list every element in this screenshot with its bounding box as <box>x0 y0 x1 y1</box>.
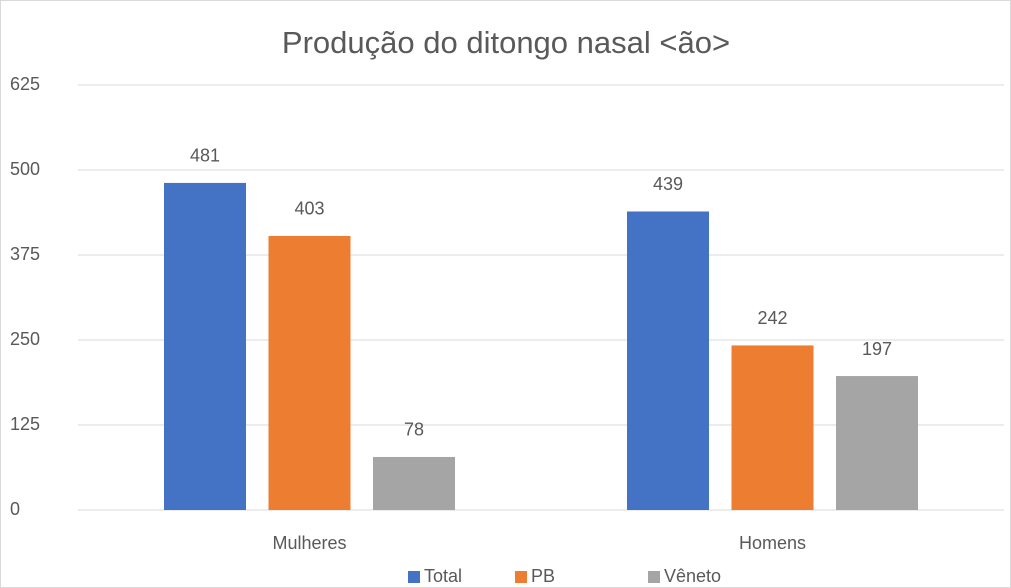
y-tick-label: 0 <box>10 499 20 519</box>
legend-label: Vêneto <box>664 566 721 586</box>
legend-label: PB <box>531 566 555 586</box>
bar <box>731 345 814 510</box>
data-label: 197 <box>862 339 892 359</box>
data-label: 403 <box>294 199 324 219</box>
data-label: 439 <box>653 174 683 194</box>
y-tick-label: 625 <box>10 74 40 94</box>
x-tick-label: Mulheres <box>272 533 346 553</box>
data-label: 481 <box>190 146 220 166</box>
data-label: 242 <box>757 308 787 328</box>
bar <box>268 235 351 510</box>
bar <box>164 182 246 511</box>
bar <box>373 456 455 510</box>
legend-swatch <box>515 571 527 583</box>
data-label: 78 <box>404 420 424 440</box>
y-tick-label: 375 <box>10 244 40 264</box>
y-tick-label: 125 <box>10 414 40 434</box>
legend-label: Total <box>424 566 462 586</box>
bar <box>627 211 709 511</box>
y-tick-label: 250 <box>10 329 40 349</box>
x-tick-label: Homens <box>739 533 806 553</box>
legend-swatch <box>648 571 660 583</box>
y-tick-label: 500 <box>10 159 40 179</box>
chart-title: Produção do ditongo nasal <ão> <box>282 25 730 60</box>
legend-swatch <box>408 571 420 583</box>
bar <box>836 376 918 510</box>
